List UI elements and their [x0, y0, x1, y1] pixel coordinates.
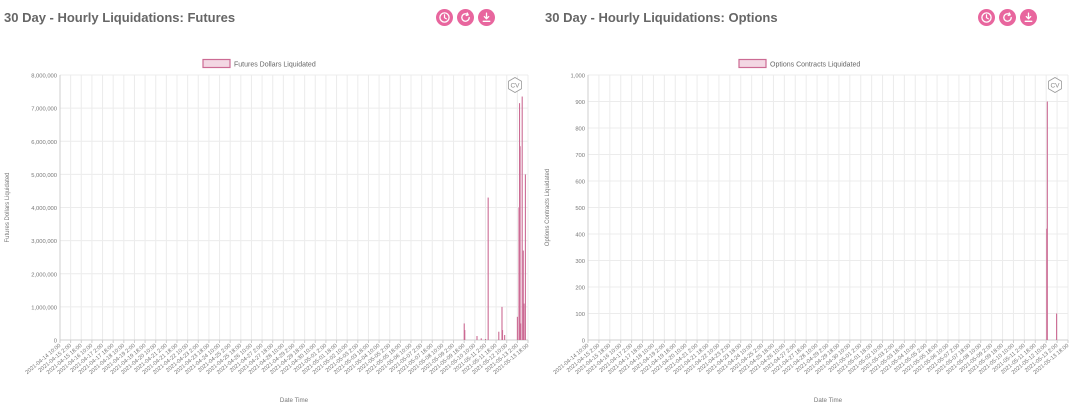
refresh-icon — [461, 12, 470, 22]
futures-download-button[interactable] — [478, 9, 495, 26]
y-tick-label: 5,000,000 — [31, 173, 57, 179]
y-tick-label: 200 — [575, 286, 585, 292]
data-bar — [487, 197, 489, 340]
y-tick-label: 2,000,000 — [31, 272, 57, 278]
data-bar — [523, 303, 525, 340]
legend-label: Futures Dollars Liquidated — [234, 62, 316, 69]
data-bar — [501, 306, 503, 340]
data-bar — [1046, 101, 1048, 340]
refresh-icon — [1003, 12, 1012, 22]
data-bar — [522, 250, 524, 340]
data-bar — [464, 330, 466, 340]
x-axis-title: Date Time — [280, 397, 309, 404]
y-tick-label: 1,000 — [570, 74, 585, 80]
legend-entry: Options Contracts Liquidated — [738, 58, 860, 69]
data-bar — [501, 330, 504, 340]
y-tick-label: 600 — [575, 180, 585, 186]
legend-entry: Futures Dollars Liquidated — [202, 58, 316, 69]
legend-swatch — [738, 58, 767, 69]
y-tick-label: 7,000,000 — [31, 107, 57, 113]
watermark-hexagon — [508, 77, 522, 93]
y-axis-title: Options Contracts Liquidated — [545, 169, 551, 246]
y-tick-label: 3,000,000 — [31, 239, 57, 245]
y-tick-label: 0 — [582, 339, 585, 345]
legend-swatch — [202, 58, 231, 69]
y-axis-title: Futures Dollars Liquidated — [5, 172, 11, 242]
watermark-badge: CV — [508, 77, 522, 93]
data-bar — [520, 323, 522, 340]
data-bar — [484, 339, 487, 340]
options-panel-title: 30 Day - Hourly Liquidations: Options — [545, 10, 778, 25]
watermark-badge: CV — [1048, 77, 1062, 93]
options-download-button[interactable] — [1020, 9, 1037, 26]
futures-clock-button[interactable] — [436, 9, 453, 26]
watermark-hexagon — [1048, 77, 1062, 93]
y-tick-label: 6,000,000 — [31, 140, 57, 146]
y-tick-label: 8,000,000 — [31, 74, 57, 80]
y-tick-label: 500 — [575, 206, 585, 212]
data-bar — [476, 336, 478, 340]
legend-label: Options Contracts Liquidated — [770, 62, 860, 69]
futures-panel-title: 30 Day - Hourly Liquidations: Futures — [4, 10, 236, 25]
futures-panel: 30 Day - Hourly Liquidations: Futures 0 1… — [0, 0, 530, 407]
data-bar — [498, 331, 500, 340]
x-axis-title: Date Time — [814, 397, 843, 404]
data-bar — [504, 335, 506, 340]
data-bar — [524, 174, 526, 340]
data-bar — [480, 338, 482, 340]
y-tick-label: 400 — [575, 233, 585, 239]
data-bar — [519, 146, 521, 340]
options-panel: 30 Day - Hourly Liquidations: Options 0 1… — [540, 0, 1070, 407]
y-tick-label: 0 — [54, 339, 57, 345]
watermark-text: CV — [1050, 82, 1060, 89]
data-bar — [1056, 313, 1058, 340]
clock-icon — [439, 12, 450, 23]
data-bar — [516, 316, 518, 340]
download-icon — [1024, 12, 1033, 22]
y-tick-label: 800 — [575, 127, 585, 133]
futures-chart: 0 1,000,000 2,000,000 3,000,000 4,000,000 5,0… — [5, 58, 530, 404]
y-tick-label: 300 — [575, 259, 585, 265]
y-tick-label: 700 — [575, 153, 585, 159]
clock-icon — [981, 12, 992, 23]
y-tick-label: 100 — [575, 312, 585, 318]
futures-refresh-button[interactable] — [457, 9, 474, 26]
y-tick-label: 900 — [575, 100, 585, 106]
y-tick-label: 4,000,000 — [31, 206, 57, 212]
download-icon — [482, 12, 491, 22]
options-chart: 01002003004005006007008009001,0002021-04… — [545, 58, 1070, 404]
options-clock-button[interactable] — [978, 9, 995, 26]
options-refresh-button[interactable] — [999, 9, 1016, 26]
watermark-text: CV — [510, 82, 520, 89]
data-bar — [521, 96, 523, 340]
y-tick-label: 1,000,000 — [31, 305, 57, 311]
